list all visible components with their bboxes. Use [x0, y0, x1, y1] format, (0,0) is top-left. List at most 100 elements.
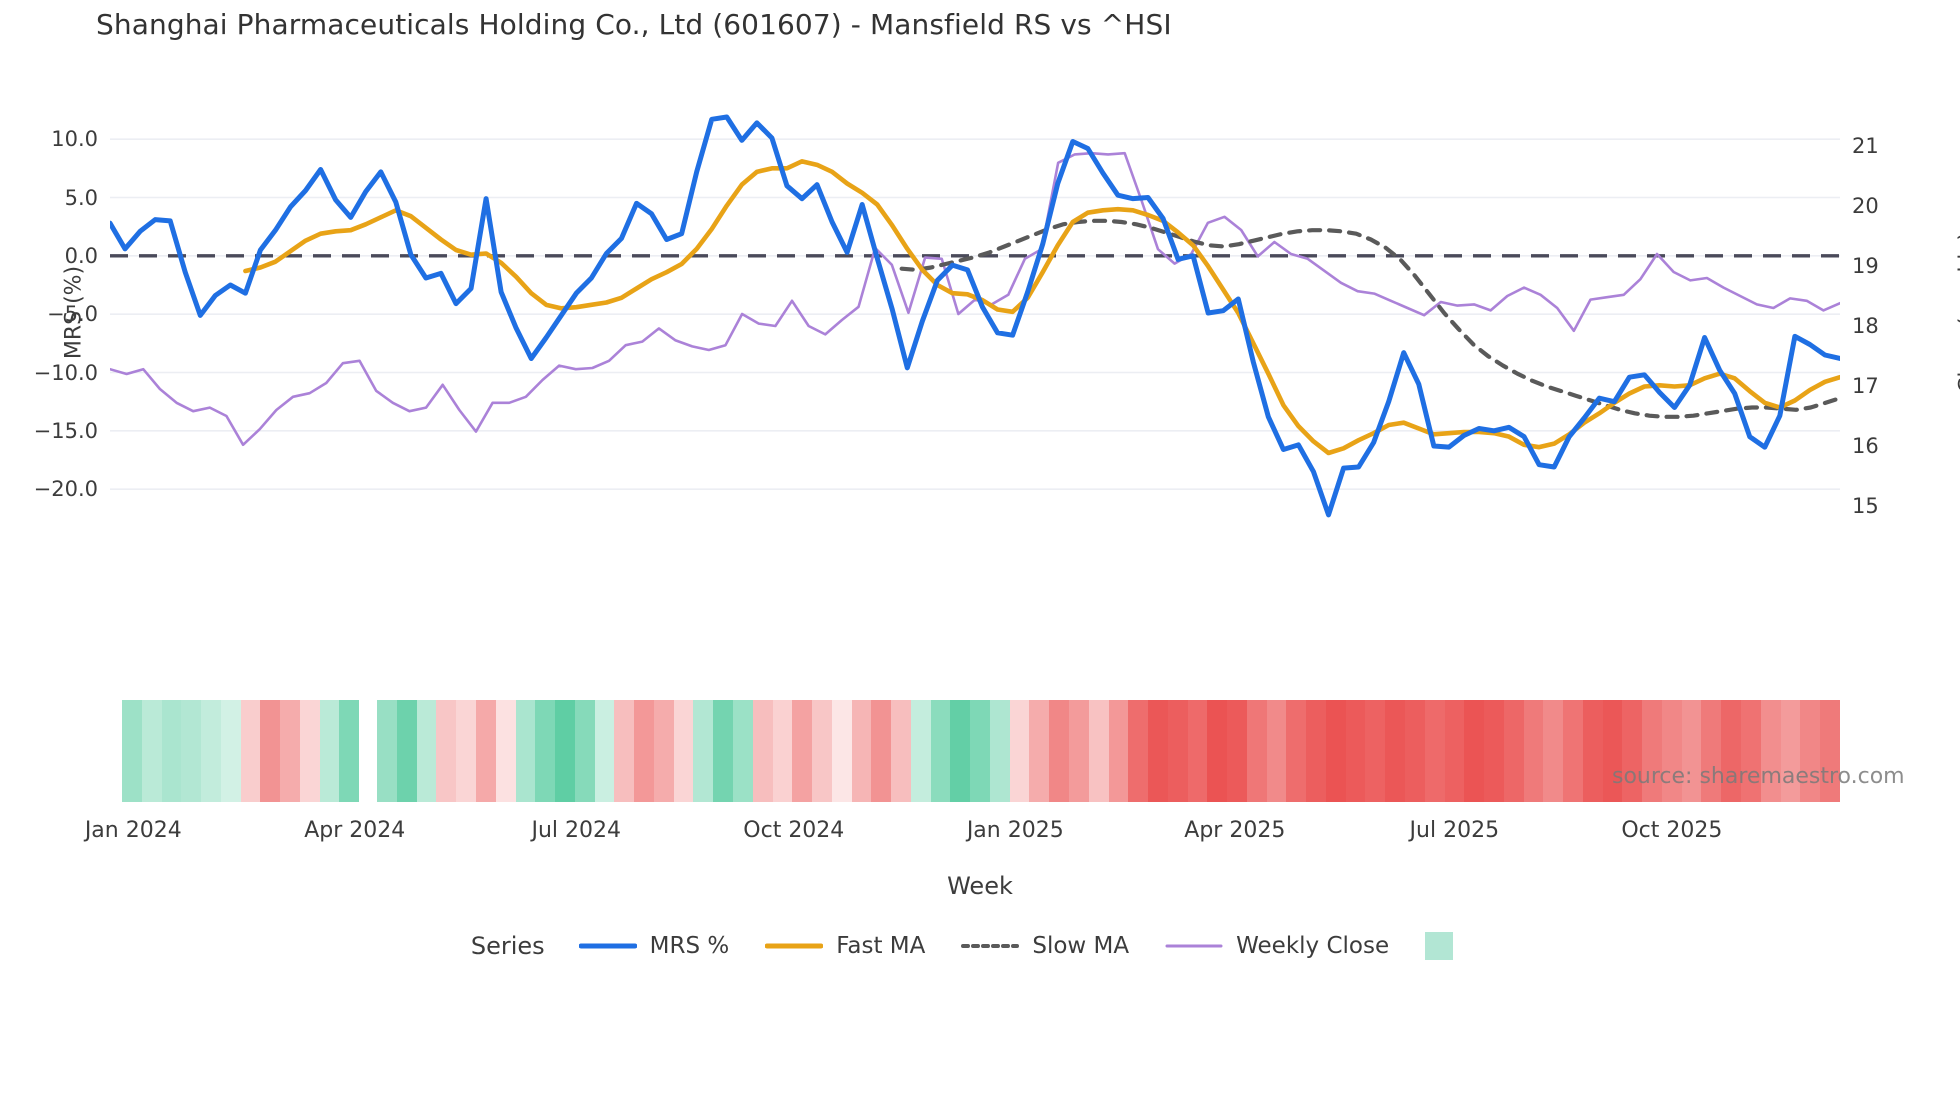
legend-item-label: Weekly Close	[1236, 933, 1390, 959]
series-line-slow-ma	[899, 218, 1840, 419]
heatmap-cell	[1523, 700, 1544, 802]
heatmap-cell	[1345, 700, 1366, 802]
heatmap-cell	[871, 700, 892, 802]
heatmap-cell	[1088, 700, 1109, 802]
y-axis-right-tick: 19	[1852, 254, 1879, 278]
legend-item-fast-ma[interactable]: Fast MA	[765, 933, 925, 959]
heatmap-cell	[1602, 700, 1623, 802]
heatmap-cell	[1049, 700, 1069, 802]
series-line-mrs	[110, 114, 1840, 518]
heatmap-cell	[416, 700, 437, 802]
y-axis-left-tick: 10.0	[51, 127, 98, 152]
heatmap-cell	[1009, 700, 1030, 802]
heatmap-cell	[1385, 700, 1405, 802]
legend-item-mrs[interactable]: MRS %	[578, 933, 730, 959]
x-axis-tick: Apr 2024	[304, 818, 406, 843]
heatmap-cell	[653, 700, 674, 802]
heatmap-cell	[594, 700, 615, 802]
heatmap-cell	[122, 700, 142, 802]
y-axis-left-tick: 0.0	[64, 243, 98, 268]
heatmap-cell	[891, 700, 911, 802]
heatmap-cell	[1661, 700, 1682, 802]
x-axis-tick: Oct 2025	[1621, 818, 1723, 843]
legend-item-label: MRS %	[649, 933, 730, 959]
heatmap-cell	[495, 700, 516, 802]
heatmap-cell	[1503, 700, 1524, 802]
heatmap-cell	[673, 700, 694, 802]
heatmap-cell	[396, 700, 417, 802]
heatmap-cell	[1029, 700, 1050, 802]
x-axis-tick: Apr 2025	[1184, 818, 1286, 843]
plot-area	[110, 110, 1840, 530]
x-axis-tick: Jul 2024	[531, 818, 621, 843]
heatmap-cell	[1543, 700, 1564, 802]
y-axis-right-tick: 18	[1852, 314, 1879, 338]
legend-item-weekly-close[interactable]: Weekly Close	[1165, 933, 1389, 959]
heatmap-cell	[436, 700, 457, 802]
heatmap-cell	[732, 700, 753, 802]
heatmap-cell	[161, 700, 182, 802]
y-axis-right-tick: 16	[1852, 434, 1879, 458]
heatmap-cell	[713, 700, 733, 802]
heatmap-cell	[831, 700, 852, 802]
heatmap-cell	[1760, 700, 1781, 802]
heatmap-cell	[1820, 700, 1840, 802]
heatmap-cell	[574, 700, 595, 802]
heatmap-gap	[359, 700, 378, 802]
heatmap-cell	[299, 700, 320, 802]
heatmap-cell	[910, 700, 931, 802]
heatmap-cell	[1681, 700, 1702, 802]
heatmap-cell	[260, 700, 281, 802]
heatmap-cell	[280, 700, 300, 802]
heatmap-cell	[851, 700, 872, 802]
y-axis-right-tick: 21	[1852, 134, 1879, 158]
heatmap-cell	[1741, 700, 1761, 802]
y-axis-left-label: MRS (%)	[61, 265, 87, 360]
heatmap-cell	[476, 700, 496, 802]
heatmap-cell	[693, 700, 714, 802]
heatmap-cell	[1424, 700, 1445, 802]
heatmap-cell	[181, 700, 202, 802]
x-axis-tick: Oct 2024	[743, 818, 845, 843]
heatmap-cell	[1563, 700, 1583, 802]
y-axis-right-tick: 15	[1852, 494, 1879, 518]
heatmap-cell	[930, 700, 951, 802]
legend-line-icon	[961, 944, 1020, 948]
heatmap-cell	[1800, 700, 1821, 802]
y-axis-left-tick: −20.0	[33, 477, 98, 502]
source-watermark: source: sharemaestro.com	[1612, 764, 1905, 789]
heatmap-cell	[1405, 700, 1425, 802]
legend-item-swatch[interactable]	[1425, 932, 1454, 960]
heatmap-cell	[614, 700, 635, 802]
legend-item-label: Fast MA	[836, 933, 926, 959]
heatmap-cell	[555, 700, 575, 802]
heatmap-cell	[792, 700, 813, 802]
y-axis-right-tick: 17	[1852, 374, 1879, 398]
legend-item-label: Slow MA	[1032, 933, 1130, 959]
legend-line-icon	[1165, 944, 1223, 948]
heatmap-cell	[1108, 700, 1129, 802]
chart-legend: Series MRS % Fast MA Slow MA Weekly Close	[0, 922, 1960, 970]
y-axis-right-label: Close (weekly)	[1955, 231, 1960, 394]
y-axis-right-ticks: 21 20 19 18 17 16 15	[1852, 110, 1912, 530]
heatmap-cell	[1484, 700, 1504, 802]
heatmap-cell	[989, 700, 1010, 802]
x-axis-ticks: Jan 2024 Apr 2024 Jul 2024 Oct 2024 Jan 2025…	[85, 818, 1840, 854]
plot-svg	[110, 114, 1840, 518]
legend-item-slow-ma[interactable]: Slow MA	[961, 933, 1129, 959]
heatmap-cell	[1068, 700, 1089, 802]
heatmap-cell	[535, 700, 556, 802]
legend-line-icon	[765, 943, 824, 949]
heatmap-cell	[1286, 700, 1307, 802]
heatmap-cell	[752, 700, 773, 802]
y-axis-left-tick: 5.0	[64, 185, 98, 210]
x-axis-label: Week	[947, 872, 1013, 900]
momentum-heatmap-strip	[122, 700, 1840, 802]
heatmap-cell	[1167, 700, 1188, 802]
heatmap-cell	[970, 700, 990, 802]
heatmap-cell	[377, 700, 397, 802]
heatmap-cell	[1622, 700, 1643, 802]
heatmap-cell	[1444, 700, 1465, 802]
heatmap-cell	[1325, 700, 1346, 802]
